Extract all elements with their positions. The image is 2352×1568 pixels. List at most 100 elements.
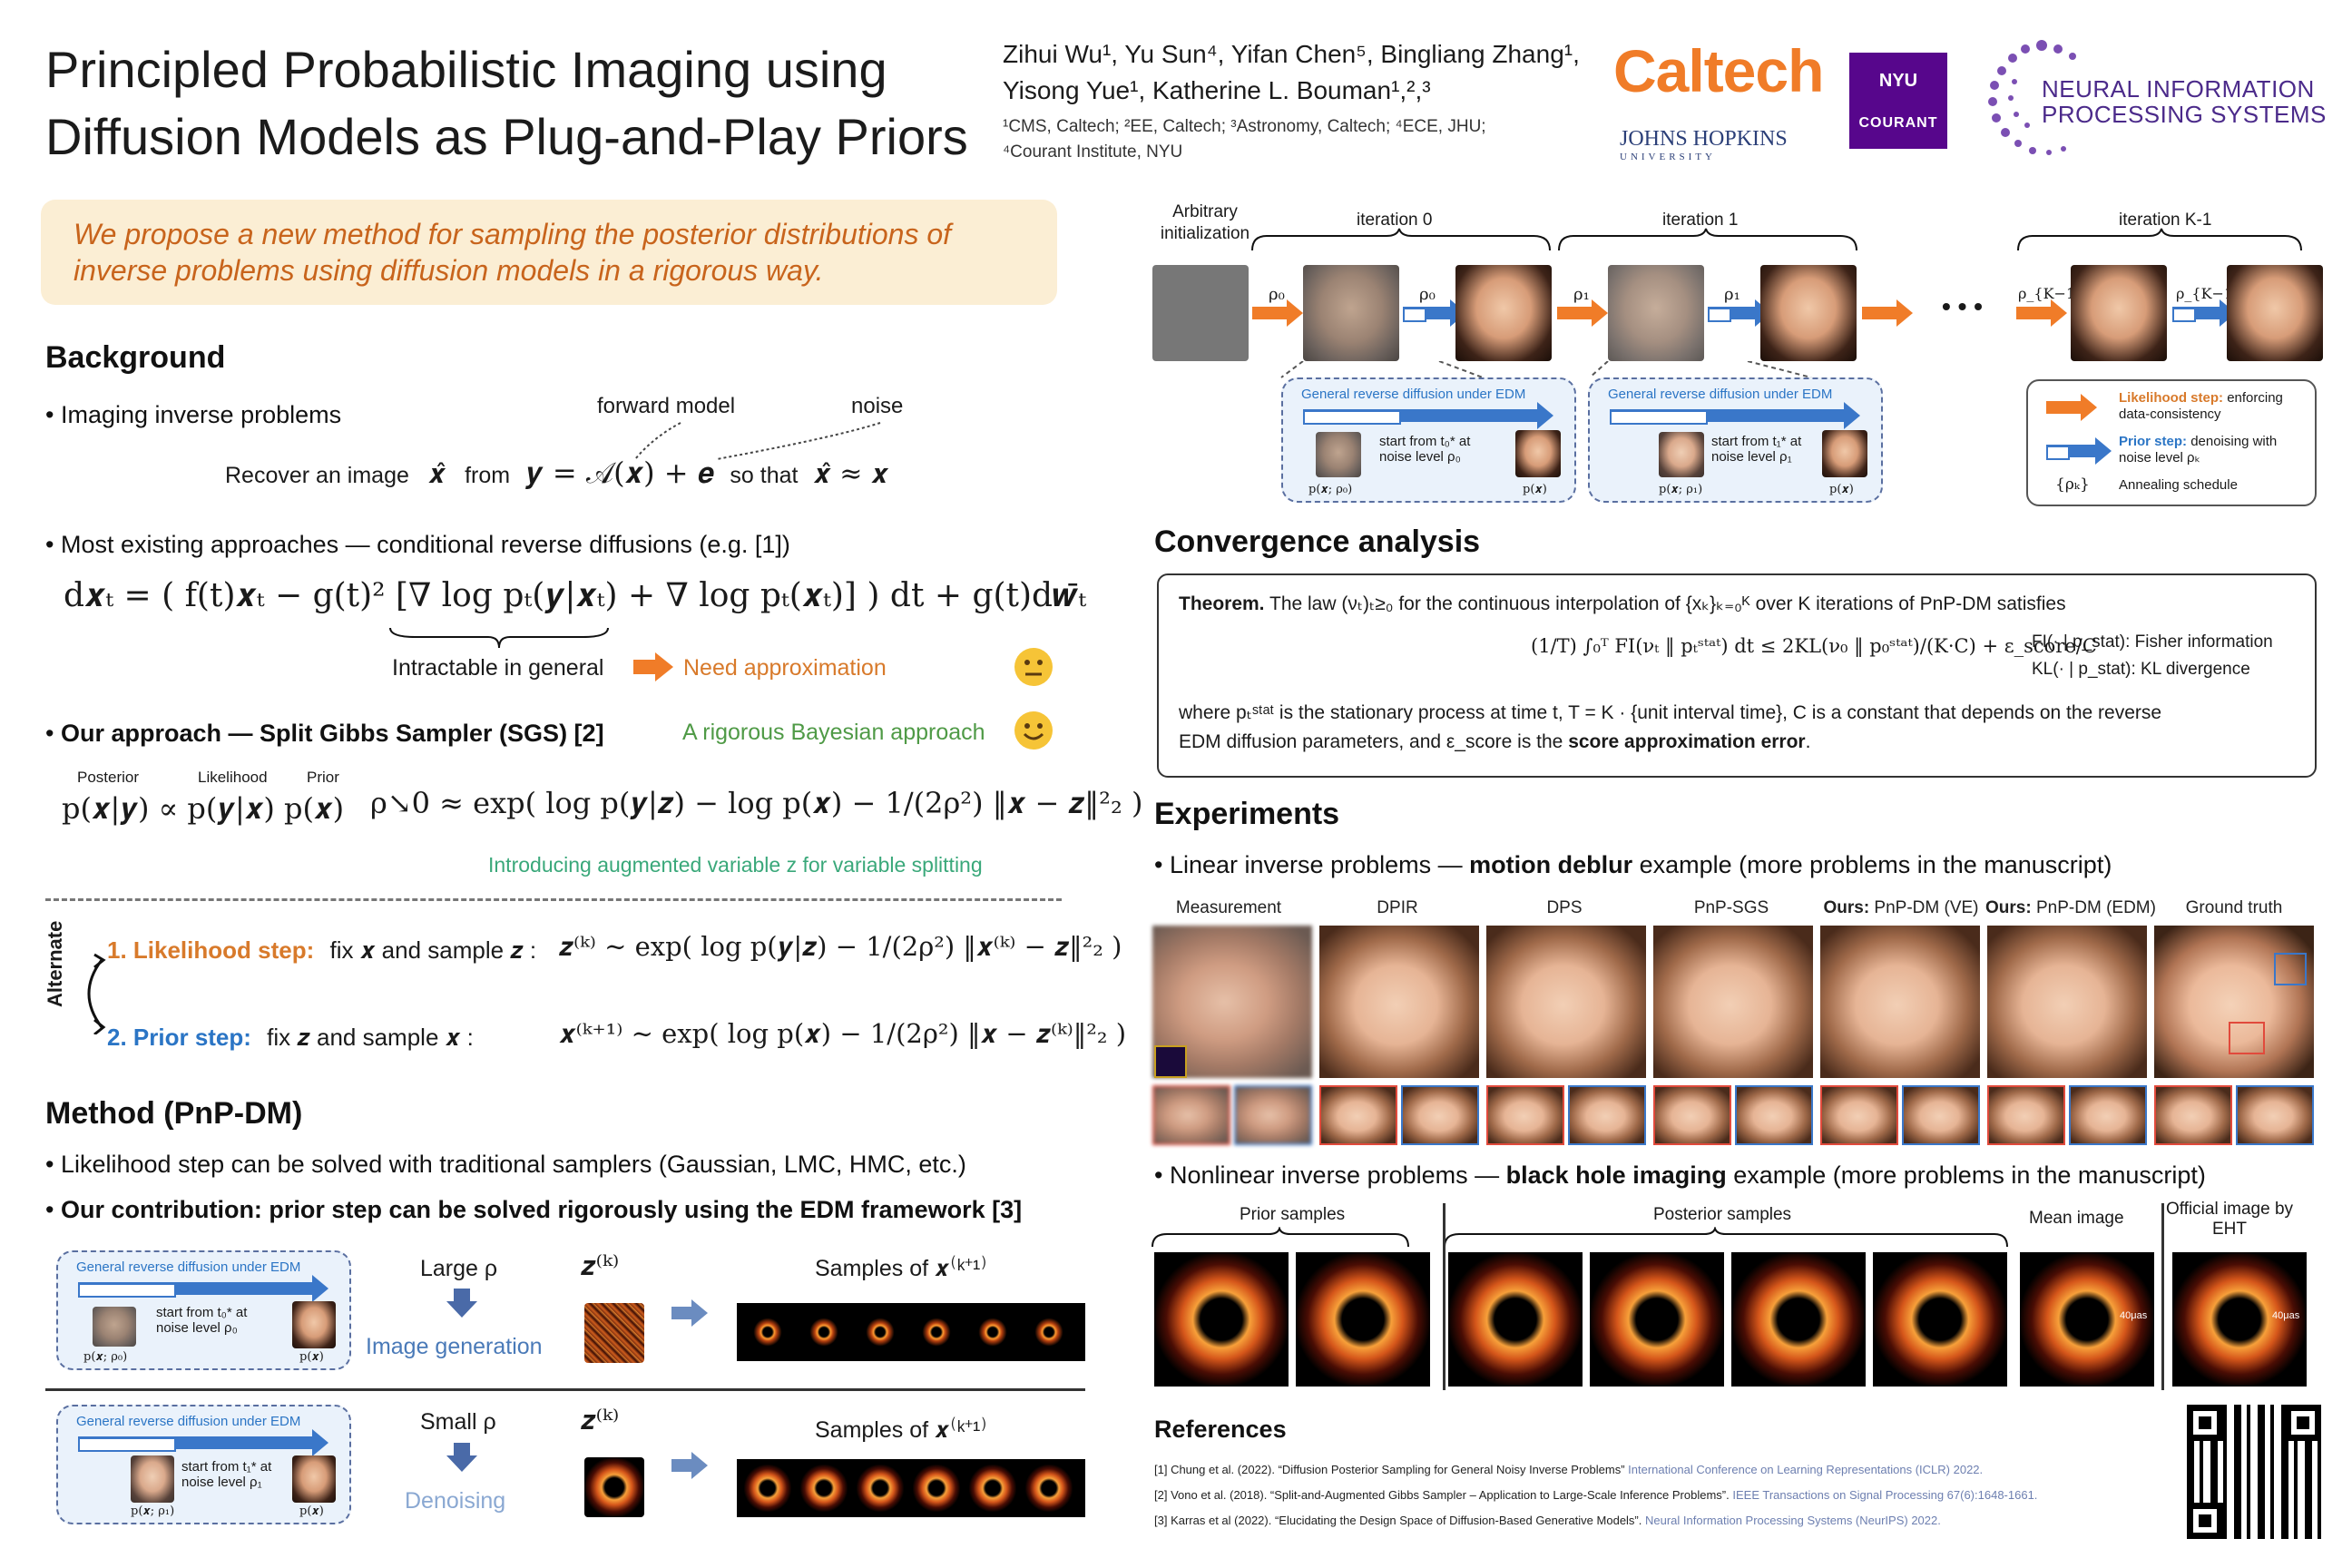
prior-step: 2. Prior step: fix 𝒛 and sample 𝒙 : [107,1024,474,1053]
crop-box-red [2229,1022,2265,1054]
score-error-label: score approximation error [1568,731,1806,752]
bh-divider-2 [2161,1203,2164,1390]
bullet-likelihood-solved: • Likelihood step can be solved with tra… [45,1151,966,1178]
qr-finder [2187,1405,2223,1441]
legend-prior-text: denoising with noise level ρₖ [2119,434,2278,466]
crop-blue-zoom [1568,1085,1646,1145]
lightly-noisy-face-thumb [1659,432,1704,477]
likelihood-arrow-icon [2016,299,2067,327]
alternate-label: Alternate [44,920,66,1007]
bullet-inverse-problems: • Imaging inverse problems [45,401,342,428]
iteration-braces [1251,228,2302,251]
posterior-sample-4 [1873,1252,2007,1387]
prior-sample-1 [1154,1252,1289,1387]
theorem-box: Theorem. The law (νₜ)ₜ≥₀ for the continu… [1157,573,2317,778]
sample-thumb [918,1314,955,1350]
rhok-label: ρ_{K−1} [2018,285,2085,302]
sample-thumb [806,1314,842,1350]
affil-line-1: ¹CMS, Caltech; ²EE, Caltech; ³Astronomy,… [1003,117,1486,136]
banner-line-1: We propose a new method for sampling the… [74,218,952,250]
bullet-existing-approaches-text: Most existing approaches — conditional r… [60,531,790,558]
augmented-variable-note: Introducing augmented variable z for var… [488,853,983,877]
method-panel-1-arrow-icon [78,1275,328,1302]
crop-red-zoom [2154,1085,2232,1145]
method-panel-2-px: p(𝒙) [299,1504,324,1518]
legend-likelihood-text: enforcing data-consistency [2119,390,2283,422]
black-hole-label: black hole imaging [1505,1161,1727,1189]
reference-1-venue[interactable]: International Conference on Learning Rep… [1628,1463,1984,1476]
sample-thumb [857,1465,904,1512]
noise-z-thumb [584,1303,644,1363]
reference-3-venue[interactable]: Neural Information Processing Systems (N… [1645,1514,1941,1527]
sample-thumb [862,1314,898,1350]
crop-red-zoom [1486,1085,1564,1145]
bh-braces [1152,1227,2008,1248]
crop-red-zoom [1319,1085,1397,1145]
method-panel-2-px-rho: p(𝒙; ρ₁) [131,1504,175,1518]
deblur-result-image [1820,926,1980,1078]
rhok-label-prior: ρ_{K−1} [2176,285,2243,302]
pipeline-edm-panel-1: General reverse diffusion under EDM star… [1588,377,1883,503]
prior-step-text: fix 𝒛 and sample 𝒙 : [267,1024,474,1051]
noisy-face-iter0 [1303,265,1399,361]
sample-thumb [969,1465,1016,1512]
bullet-existing-approaches: • Most existing approaches — conditional… [45,531,790,558]
likelihood-step-text: fix 𝒙 and sample 𝒛 : [329,936,537,964]
forward-model-equation: 𝒚 = 𝒜(𝒙) + 𝒆 [525,456,715,490]
mean-image-label: Mean image [2029,1209,2124,1228]
bullet-linear: • Linear inverse problems — motion deblu… [1154,851,2112,878]
prior-sample-2 [1296,1252,1430,1387]
prior-arrow-icon [1708,299,1771,327]
neurips-line-1: NEURAL INFORMATION [2042,75,2315,103]
kl-definition: KL(· | p_stat): KL divergence [2032,660,2250,679]
legend-schedule-text: Annealing schedule [2119,477,2238,493]
prior-arrow-icon [2172,299,2236,327]
theorem-label: Theorem. [1179,593,1265,614]
orange-arrow-icon [633,660,657,674]
affiliations: ¹CMS, Caltech; ²EE, Caltech; ³Astronomy,… [1003,114,1547,165]
pipeline-panel-1-start: start from t₁* at noise level ρ₁ [1711,434,1802,465]
deblur-result-image [1486,926,1646,1078]
posterior-sample-2 [1590,1252,1724,1387]
sgs-approx-equation: ρ↘0 ≈ exp( log p(𝒚|𝒛) − log p(𝒙) − 1/(2ρ… [370,786,1143,820]
small-rho-label: Small ρ [420,1409,496,1435]
alternate-arrow-icon [87,953,106,1034]
pipeline-edm-panel-0: General reverse diffusion under EDM star… [1281,377,1576,503]
clean-face-thumb [1515,430,1561,477]
noisy-face-thumb [93,1307,136,1347]
posterior-sample-3 [1731,1252,1866,1387]
likelihood-arrow-icon [1862,299,1913,327]
likelihood-step-equation: 𝒛⁽ᵏ⁾ ∼ exp( log p(𝒚|𝒛) − 1/(2ρ²) ‖𝒙⁽ᵏ⁾ −… [559,931,1122,962]
recover-text: Recover an image [225,463,409,488]
posterior-samples-label: Posterior samples [1653,1205,1792,1224]
neurips-logo-text: NEURAL INFORMATION PROCESSING SYSTEMS [2042,76,2327,127]
theorem-equation: (1/T) ∫₀ᵀ FI(νₜ ‖ pₜˢᵗᵃᵗ) dt ≤ 2KL(ν₀ ‖ … [1531,635,2097,657]
qr-finder [2187,1503,2223,1539]
theorem-text: The law (νₜ)ₜ≥₀ for the continuous inter… [1269,593,2066,614]
sample-thumb [744,1465,791,1512]
reference-2-venue[interactable]: IEEE Transactions on Signal Processing 6… [1732,1488,2038,1502]
deblur-result-image [1319,926,1479,1078]
annotation-arrows [634,422,881,460]
col-ours-edm: Ours: PnP-DM (EDM) [1980,898,2161,918]
qr-code-icon[interactable] [2187,1405,2321,1539]
rho0-label-prior: ρ₀ [1419,285,1436,304]
deblur-result-image [1653,926,1813,1078]
bullet-our-approach: • Our approach — Split Gibbs Sampler (SG… [45,720,604,747]
method-panel-2-start: start from t₁* at noise level ρ₁ [181,1459,272,1490]
method-panel-2-arrow-icon [78,1429,328,1456]
prior-label: Prior [307,769,339,786]
crop-red-zoom [1987,1085,2065,1145]
jhu-logo: JOHNS HOPKINS UNIVERSITY [1620,127,1788,162]
rigorous-label: A rigorous Bayesian approach [682,720,985,745]
ours-edm-label: PnP-DM (EDM) [2031,898,2156,917]
where-2a: EDM diffusion parameters, and ε_score is… [1179,731,1569,752]
prior-arrow-icon [1403,299,1466,327]
official-image-label: Official image by EHT [2165,1200,2294,1239]
neurips-logo-icon [1988,40,2076,155]
mean-scale-label: 40μas [2120,1310,2148,1321]
crop-red-zoom [1820,1085,1898,1145]
prior-step-title: 2. Prior step: [107,1024,251,1051]
ours-ve-label: PnP-DM (VE) [1869,898,1979,917]
recover-approx: 𝒙̂ ≈ 𝒙 [813,458,889,490]
